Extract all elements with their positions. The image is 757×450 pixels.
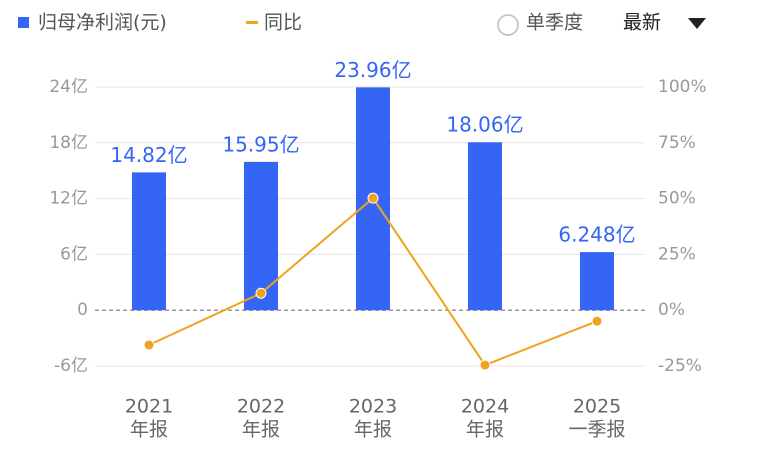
radio[interactable] bbox=[497, 14, 519, 36]
x-tick-label: 年报 bbox=[130, 419, 168, 441]
value-label: 14.82亿 bbox=[110, 143, 187, 167]
y-tick-label: 0 bbox=[77, 300, 88, 320]
y2-tick-label: -25% bbox=[658, 356, 702, 376]
legend-swatch-line bbox=[246, 21, 258, 24]
y2-tick-label: 25% bbox=[658, 244, 696, 264]
x-tick-label: 2024 bbox=[461, 396, 509, 418]
legend-label: 归母净利润(元) bbox=[38, 12, 167, 34]
line-point bbox=[479, 359, 491, 371]
x-tick-label: 年报 bbox=[354, 419, 392, 441]
y2-tick-label: 100% bbox=[658, 77, 707, 97]
x-tick-label: 年报 bbox=[466, 419, 504, 441]
line-point bbox=[143, 339, 155, 351]
y-tick-label: 18亿 bbox=[49, 133, 88, 153]
x-tick-label: 2023 bbox=[349, 396, 397, 418]
x-tick-label: 2025 bbox=[573, 396, 621, 418]
y2-tick-label: 0% bbox=[658, 300, 685, 320]
y-tick-label: 12亿 bbox=[49, 189, 88, 209]
y2-tick-label: 75% bbox=[658, 133, 696, 153]
y2-tick-label: 50% bbox=[658, 189, 696, 209]
legend-label: 同比 bbox=[264, 12, 302, 34]
bar bbox=[580, 252, 614, 311]
bar bbox=[244, 161, 278, 311]
bar bbox=[132, 172, 166, 311]
x-tick-label: 2022 bbox=[237, 396, 285, 418]
legend-swatch-bar bbox=[18, 17, 29, 28]
line-point bbox=[367, 192, 379, 204]
line-point bbox=[255, 287, 267, 299]
line-point bbox=[591, 315, 603, 327]
value-label: 18.06亿 bbox=[446, 113, 523, 137]
value-label: 6.248亿 bbox=[558, 223, 635, 247]
y-tick-label: -6亿 bbox=[54, 356, 88, 376]
x-tick-label: 年报 bbox=[242, 419, 280, 441]
radio-label[interactable]: 单季度 bbox=[526, 12, 583, 34]
x-tick-label: 2021 bbox=[125, 396, 173, 418]
bar bbox=[468, 142, 502, 311]
y-tick-label: 6亿 bbox=[60, 244, 88, 264]
y-tick-label: 24亿 bbox=[49, 77, 88, 97]
value-label: 23.96亿 bbox=[334, 58, 411, 82]
dropdown-arrow[interactable] bbox=[688, 18, 706, 29]
sort-dropdown[interactable]: 最新 bbox=[623, 12, 661, 34]
x-tick-label: 一季报 bbox=[568, 419, 625, 441]
value-label: 15.95亿 bbox=[222, 132, 299, 156]
